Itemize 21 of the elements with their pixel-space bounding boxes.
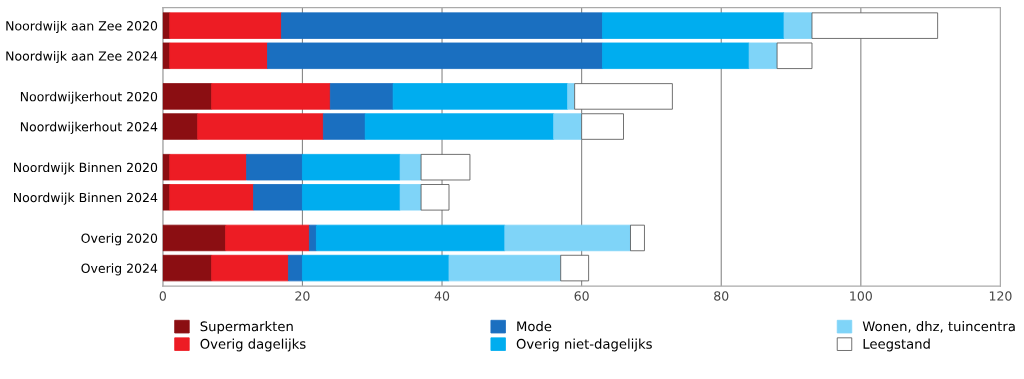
y-tick-label: Noordwijk Binnen 2020 [14, 162, 158, 175]
x-tick-label: 0 [159, 291, 166, 301]
legend-label: Overig niet-dagelijks [516, 338, 652, 352]
y-tick-label: Noordwijk aan Zee 2024 [6, 51, 158, 64]
legend-label: Supermarkten [200, 321, 293, 334]
legend-label: Wonen, dhz, tuincentra [862, 321, 1015, 333]
legend-label: Leegstand [863, 338, 930, 352]
y-tick-label: Overig 2020 [81, 233, 158, 246]
legend-label: Overig dagelijks [200, 338, 306, 352]
legend-label: Mode [517, 321, 552, 332]
y-tick-label: Overig 2024 [81, 263, 158, 276]
y-tick-label: Noordwijk Binnen 2024 [14, 192, 158, 205]
y-tick-label: Noordwijkerhout 2020 [20, 91, 158, 104]
y-tick-label: Noordwijkerhout 2024 [20, 121, 158, 134]
y-tick-label: Noordwijk aan Zee 2020 [6, 20, 158, 33]
x-tick-label: 20 [295, 291, 310, 301]
x-tick-label: 80 [714, 291, 729, 301]
x-tick-label: 60 [574, 291, 589, 301]
x-tick-label: 40 [434, 291, 450, 301]
x-tick-label: 100 [850, 291, 872, 301]
x-tick-label: 120 [989, 291, 1012, 301]
